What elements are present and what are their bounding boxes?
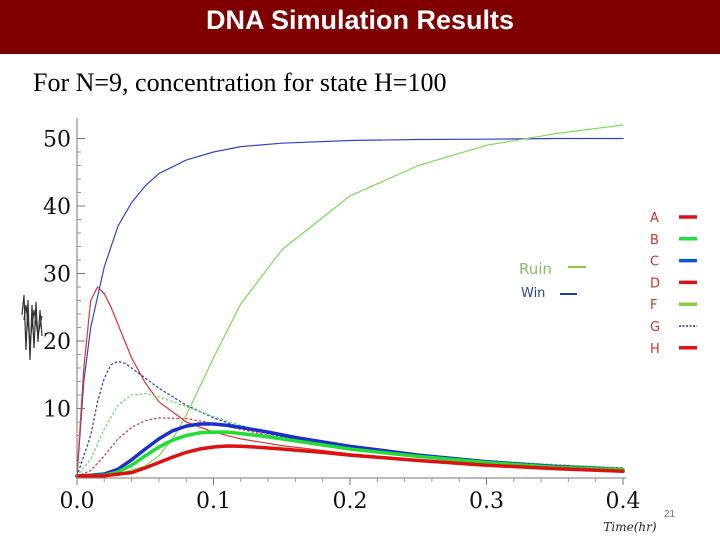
slide-title: DNA Simulation Results	[205, 5, 515, 35]
x-axis-label: Time(hr)	[603, 520, 656, 534]
legend-label: B	[650, 233, 659, 248]
y-tick-label: 30	[43, 263, 71, 288]
y-tick-label: 10	[43, 398, 71, 423]
legend-label: A	[650, 211, 659, 226]
legend-label: H	[650, 342, 660, 357]
x-tick-label: 0.3	[469, 489, 504, 514]
axis-break-mark	[21, 294, 43, 361]
series-line-9	[75, 444, 625, 478]
annotation-win: Win	[521, 286, 545, 301]
series-line-1	[76, 137, 624, 477]
legend-label: D	[650, 276, 660, 291]
series-line-2	[76, 124, 624, 477]
x-tick-label: 0.1	[196, 489, 231, 514]
series-line-4	[76, 360, 624, 477]
legend-label: C	[650, 255, 659, 270]
x-tick-label: 0.2	[333, 489, 368, 514]
series-line-8	[75, 430, 625, 478]
x-tick-label: 0.0	[60, 489, 95, 514]
annotation-ruin: Ruin	[519, 260, 552, 278]
legend-label: F	[650, 298, 657, 313]
title-bar: DNA Simulation Results	[0, 0, 720, 54]
y-tick-label: 20	[43, 330, 71, 355]
y-tick-label: 50	[43, 128, 71, 153]
legend-label: G	[650, 320, 660, 335]
page-number: 21	[664, 509, 676, 520]
y-tick-label: 40	[43, 195, 71, 220]
x-tick-label: 0.4	[606, 489, 641, 514]
slide-subtitle: For N=9, concentration for state H=100	[33, 68, 447, 97]
